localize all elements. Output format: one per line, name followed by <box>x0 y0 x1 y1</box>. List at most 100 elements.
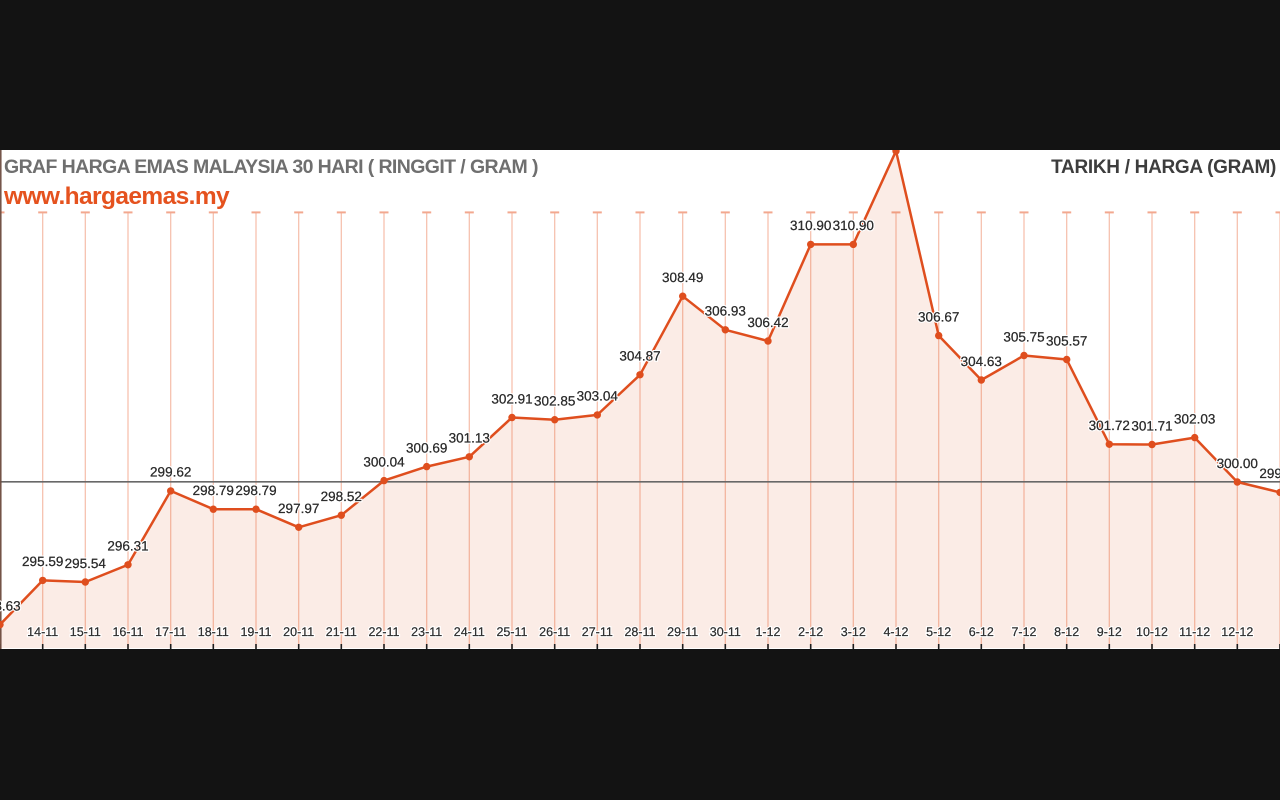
svg-text:5-12: 5-12 <box>926 625 951 639</box>
svg-text:306.67: 306.67 <box>918 309 959 324</box>
svg-text:298.52: 298.52 <box>321 489 362 504</box>
svg-text:14-11: 14-11 <box>27 625 58 639</box>
svg-text:297.97: 297.97 <box>278 501 319 516</box>
svg-text:22-11: 22-11 <box>368 625 399 639</box>
svg-text:2-12: 2-12 <box>798 625 823 639</box>
svg-text:11-12: 11-12 <box>1179 625 1210 639</box>
svg-text:3-12: 3-12 <box>841 625 866 639</box>
svg-text:305.57: 305.57 <box>1046 333 1087 348</box>
svg-text:298.79: 298.79 <box>235 483 276 498</box>
svg-text:302.03: 302.03 <box>1174 411 1215 426</box>
svg-text:302.85: 302.85 <box>534 394 575 409</box>
svg-text:18-11: 18-11 <box>198 625 229 639</box>
svg-text:29-11: 29-11 <box>667 625 698 639</box>
svg-text:310.90: 310.90 <box>790 218 831 233</box>
svg-text:301.71: 301.71 <box>1131 418 1172 433</box>
svg-text:25-11: 25-11 <box>496 625 527 639</box>
svg-text:1-12: 1-12 <box>755 625 780 639</box>
svg-text:23-11: 23-11 <box>411 625 442 639</box>
svg-text:304.87: 304.87 <box>619 349 660 364</box>
svg-text:22-11: 22-11 <box>368 625 399 639</box>
svg-text:308.49: 308.49 <box>662 270 703 285</box>
svg-text:302.03: 302.03 <box>1174 411 1215 426</box>
svg-text:15-11: 15-11 <box>70 625 101 639</box>
svg-text:18-11: 18-11 <box>198 625 229 639</box>
svg-text:306.67: 306.67 <box>918 309 959 324</box>
svg-text:305.75: 305.75 <box>1003 329 1044 344</box>
svg-text:300.04: 300.04 <box>363 454 405 469</box>
svg-text:306.42: 306.42 <box>747 315 788 330</box>
svg-text:1-12: 1-12 <box>755 625 780 639</box>
svg-text:300.00: 300.00 <box>1217 456 1258 471</box>
svg-text:302.91: 302.91 <box>491 391 532 406</box>
svg-text:301.72: 301.72 <box>1089 418 1130 433</box>
svg-text:298.79: 298.79 <box>193 483 234 498</box>
svg-text:303.04: 303.04 <box>577 389 619 404</box>
svg-text:27-11: 27-11 <box>582 625 613 639</box>
svg-text:305.75: 305.75 <box>1003 329 1044 344</box>
svg-text:9-12: 9-12 <box>1097 625 1122 639</box>
svg-text:293.63: 293.63 <box>0 598 21 613</box>
svg-text:9-12: 9-12 <box>1097 625 1122 639</box>
svg-text:304.87: 304.87 <box>619 349 660 364</box>
svg-text:299.62: 299.62 <box>150 465 191 480</box>
svg-text:301.72: 301.72 <box>1089 418 1130 433</box>
svg-text:24-11: 24-11 <box>454 625 485 639</box>
svg-text:21-11: 21-11 <box>326 625 357 639</box>
svg-text:296.31: 296.31 <box>107 539 148 554</box>
svg-text:29-11: 29-11 <box>667 625 698 639</box>
svg-text:14-11: 14-11 <box>27 625 58 639</box>
svg-text:304.63: 304.63 <box>961 354 1002 369</box>
svg-text:27-11: 27-11 <box>582 625 613 639</box>
svg-text:26-11: 26-11 <box>539 625 570 639</box>
svg-text:12-12: 12-12 <box>1221 625 1253 639</box>
svg-text:30-11: 30-11 <box>710 625 741 639</box>
svg-text:310.90: 310.90 <box>833 218 874 233</box>
svg-text:300.04: 300.04 <box>363 454 405 469</box>
svg-text:308.49: 308.49 <box>662 270 703 285</box>
svg-text:4-12: 4-12 <box>883 625 908 639</box>
svg-text:30-11: 30-11 <box>710 625 741 639</box>
svg-text:304.63: 304.63 <box>961 354 1002 369</box>
svg-text:10-12: 10-12 <box>1136 625 1168 639</box>
svg-text:301.71: 301.71 <box>1131 418 1172 433</box>
svg-text:298.79: 298.79 <box>193 483 234 498</box>
svg-text:16-11: 16-11 <box>112 625 143 639</box>
svg-text:295.54: 295.54 <box>65 556 107 571</box>
svg-text:4-12: 4-12 <box>883 625 908 639</box>
svg-text:295.59: 295.59 <box>22 554 63 569</box>
svg-text:301.13: 301.13 <box>449 431 490 446</box>
svg-text:295.54: 295.54 <box>65 556 107 571</box>
svg-text:303.04: 303.04 <box>577 389 619 404</box>
svg-text:11-12: 11-12 <box>1179 625 1210 639</box>
svg-text:305.57: 305.57 <box>1046 333 1087 348</box>
svg-text:310.90: 310.90 <box>790 218 831 233</box>
svg-text:15-11: 15-11 <box>70 625 101 639</box>
svg-text:6-12: 6-12 <box>969 625 994 639</box>
svg-text:295.59: 295.59 <box>22 554 63 569</box>
svg-text:6-12: 6-12 <box>969 625 994 639</box>
svg-text:299.62: 299.62 <box>150 465 191 480</box>
svg-text:306.93: 306.93 <box>705 304 746 319</box>
svg-text:19-11: 19-11 <box>240 625 271 639</box>
svg-text:300.69: 300.69 <box>406 440 447 455</box>
svg-text:7-12: 7-12 <box>1011 625 1036 639</box>
svg-text:298.52: 298.52 <box>321 489 362 504</box>
svg-text:26-11: 26-11 <box>539 625 570 639</box>
svg-text:7-12: 7-12 <box>1011 625 1036 639</box>
svg-text:23-11: 23-11 <box>411 625 442 639</box>
svg-text:299.55: 299.55 <box>1259 466 1280 481</box>
svg-text:16-11: 16-11 <box>112 625 143 639</box>
svg-text:8-12: 8-12 <box>1054 625 1079 639</box>
svg-text:17-11: 17-11 <box>155 625 186 639</box>
svg-text:12-12: 12-12 <box>1221 625 1253 639</box>
svg-text:17-11: 17-11 <box>155 625 186 639</box>
svg-text:20-11: 20-11 <box>283 625 314 639</box>
svg-text:28-11: 28-11 <box>624 625 655 639</box>
svg-text:8-12: 8-12 <box>1054 625 1079 639</box>
svg-text:28-11: 28-11 <box>624 625 655 639</box>
svg-text:2-12: 2-12 <box>798 625 823 639</box>
svg-text:310.90: 310.90 <box>833 218 874 233</box>
svg-text:297.97: 297.97 <box>278 501 319 516</box>
svg-text:302.85: 302.85 <box>534 394 575 409</box>
